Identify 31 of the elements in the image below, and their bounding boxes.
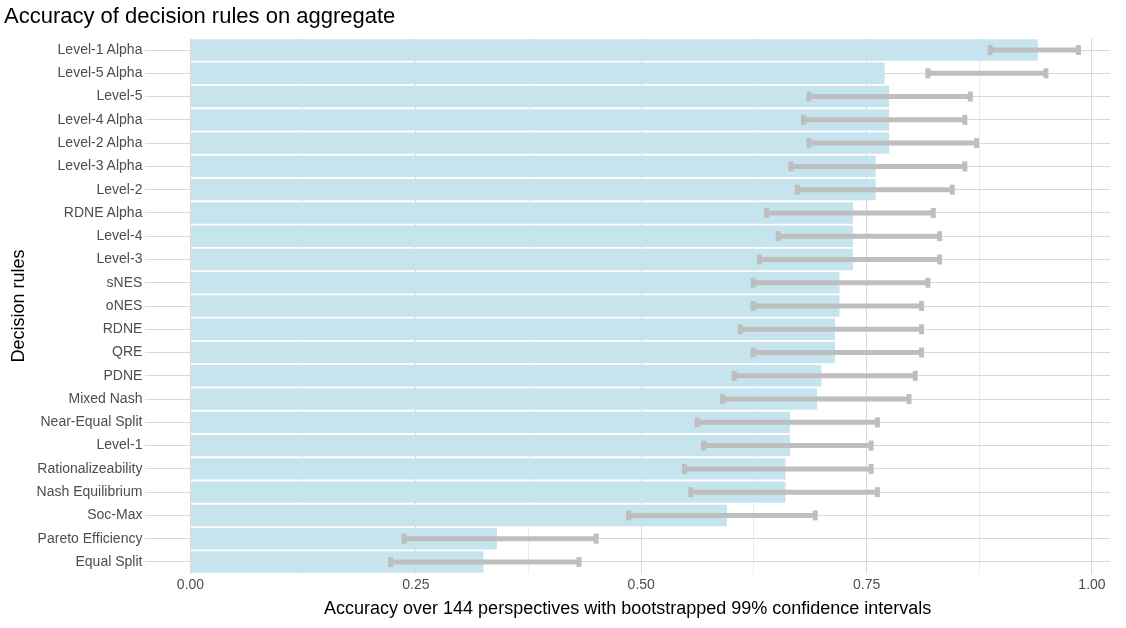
y-tick-label: Equal Split <box>75 552 143 569</box>
y-tick-label: Pareto Efficiency <box>37 529 143 546</box>
chart-title: Accuracy of decision rules on aggregate <box>4 3 396 29</box>
y-tick-label: Soc-Max <box>87 506 143 523</box>
y-tick-label: Nash Equilibrium <box>36 483 143 500</box>
y-tick-label: Level-5 <box>96 87 143 104</box>
y-tick-label: Level-4 <box>96 227 143 244</box>
y-tick-label: oNES <box>105 296 143 313</box>
y-tick-label: Level-3 <box>96 250 143 267</box>
y-tick-label: Mixed Nash <box>68 389 143 406</box>
x-tick-label: 0.75 <box>852 575 881 592</box>
y-tick-label: Level-4 Alpha <box>57 110 143 127</box>
y-tick-label: Rationalizeability <box>37 459 143 476</box>
y-tick-label: PDNE <box>103 366 143 383</box>
y-tick-label: Level-3 Alpha <box>57 157 143 174</box>
x-tick-label: 0.25 <box>402 575 430 592</box>
y-tick-label: Near-Equal Split <box>40 413 143 430</box>
y-axis-title: Decision rules <box>7 249 28 363</box>
y-tick-label: Level-5 Alpha <box>57 64 143 81</box>
y-tick-label: Level-2 <box>96 180 143 197</box>
x-axis-title: Accuracy over 144 perspectives with bootstrapped 99% confidence intervals <box>324 598 932 619</box>
y-tick-label: RDNE Alpha <box>63 203 143 220</box>
y-tick-label: Level-2 Alpha <box>57 133 143 150</box>
y-tick-label: Level-1 Alpha <box>57 40 143 57</box>
y-tick-label: QRE <box>112 343 143 360</box>
y-tick-label: Level-1 <box>96 436 143 453</box>
y-tick-label: sNES <box>106 273 143 290</box>
x-tick-label: 0.50 <box>627 575 656 592</box>
x-tick-label: 0.00 <box>176 575 205 592</box>
y-tick-label: RDNE <box>102 320 143 337</box>
x-tick-label: 1.00 <box>1078 575 1106 592</box>
